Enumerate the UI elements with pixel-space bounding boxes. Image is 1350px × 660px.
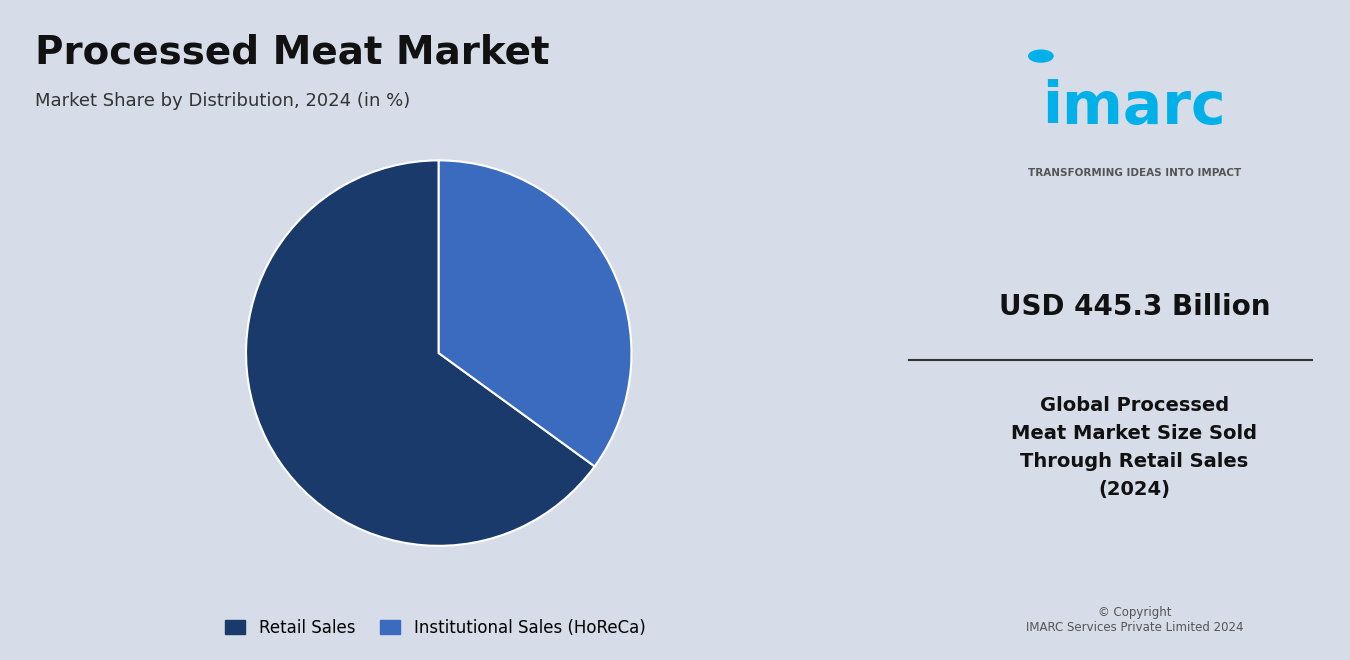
Text: USD 445.3 Billion: USD 445.3 Billion: [999, 293, 1270, 321]
Wedge shape: [246, 160, 594, 546]
Legend: Retail Sales, Institutional Sales (HoReCa): Retail Sales, Institutional Sales (HoReC…: [217, 610, 653, 645]
Text: imarc: imarc: [1042, 79, 1226, 136]
Wedge shape: [439, 160, 632, 467]
Text: TRANSFORMING IDEAS INTO IMPACT: TRANSFORMING IDEAS INTO IMPACT: [1027, 168, 1241, 178]
Text: Market Share by Distribution, 2024 (in %): Market Share by Distribution, 2024 (in %…: [35, 92, 410, 110]
Text: © Copyright
IMARC Services Private Limited 2024: © Copyright IMARC Services Private Limit…: [1026, 606, 1243, 634]
Text: Global Processed
Meat Market Size Sold
Through Retail Sales
(2024): Global Processed Meat Market Size Sold T…: [1011, 396, 1257, 499]
Text: Processed Meat Market: Processed Meat Market: [35, 33, 549, 71]
